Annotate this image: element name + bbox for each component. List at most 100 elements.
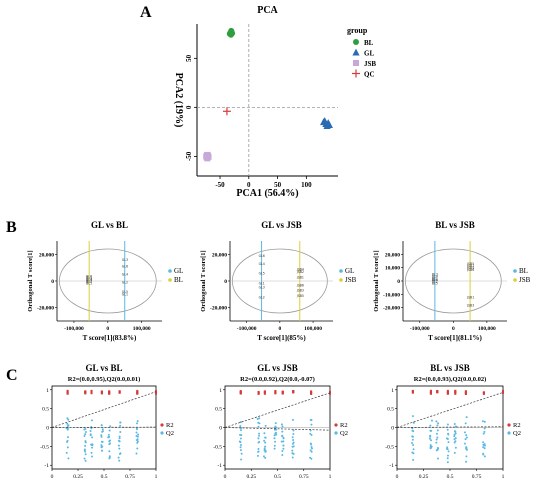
perm3-q2-point <box>464 422 467 425</box>
perm2-legend-label-r2: R2 <box>340 422 348 429</box>
pca-legend-marker-qc <box>352 69 360 78</box>
perm2-q2-point <box>239 433 242 436</box>
perm2-q2-point <box>274 422 277 425</box>
perm3-chart: BL vs JSB R2=(0.0,0.93),Q2(0.0,0.02) 0 0.25… <box>385 363 521 480</box>
perm2-q2-point <box>240 458 243 461</box>
perm2-r2-point <box>263 390 266 394</box>
perm2-q2-point <box>282 437 285 440</box>
panel-label-a: A <box>140 4 152 21</box>
perm2-q2-point <box>275 428 278 431</box>
opls2-sample-label: JSB2 <box>296 270 304 274</box>
perm3-legend-label-q2: Q2 <box>513 430 521 437</box>
opls1-sample-label: GL6 <box>122 265 128 269</box>
perm3-q2-point <box>411 429 414 432</box>
perm1-q2-point <box>136 420 139 423</box>
perm2-q2-point <box>240 452 243 455</box>
perm1-q2-point <box>108 450 111 453</box>
opls3-chart: BL vs JSB -100,000 0 100,000 -20,000 -10,000 0… <box>373 220 531 342</box>
perm3-q2-point <box>411 435 414 438</box>
perm3-q2-point <box>411 441 414 444</box>
opls1-sample-label: BL5 <box>86 276 92 280</box>
perm2-q2-point <box>240 427 243 430</box>
opls1-sample-label: BL6 <box>86 275 92 279</box>
perm1-q2-point <box>119 431 122 434</box>
perm2-q2-point <box>238 440 241 443</box>
perm3-legend-marker-r2 <box>507 423 511 427</box>
opls3-y-tick-label: -20,000 <box>383 306 400 312</box>
opls3-sample-label: JSB3 <box>466 303 474 307</box>
perm3-q2-point <box>481 420 484 423</box>
perm3-q2-point <box>429 446 432 449</box>
perm1-q2-point <box>118 447 121 450</box>
perm2-x-tick-label: 0.75 <box>299 474 309 480</box>
opls2-sample-label: JSB3 <box>296 289 304 293</box>
opls1-legend-marker-bl <box>168 278 172 282</box>
perm1-chart: GL vs BL R2=(0.0,0.95),Q2(0.0,0.01) 0 0.25 0… <box>40 363 174 480</box>
perm3-q2-point <box>412 421 415 424</box>
pca-point-jsb <box>204 151 211 158</box>
opls2-sample-label: JSB1 <box>296 275 304 279</box>
perm2-y-tick-label: 0.5 <box>215 407 222 413</box>
opls2-x-tick-label: 0 <box>278 326 281 332</box>
opls1-x-label: T score[1](83.8%) <box>83 334 137 342</box>
opls1-sample-label: GL5 <box>122 290 128 294</box>
perm3-q2-point <box>465 455 468 458</box>
perm3-q2-point <box>412 458 415 461</box>
perm1-q2-point <box>84 433 87 436</box>
opls3-y-tick-label: 10,000 <box>385 266 400 272</box>
perm3-q2-point <box>482 432 485 435</box>
perm3-q2-point <box>483 444 486 447</box>
pca-x-label: PCA1 (56.4%) <box>236 188 298 199</box>
pca-legend-marker-jsb <box>353 60 359 66</box>
perm1-q2-point <box>91 446 94 449</box>
pca-x-tick-label: 0 <box>247 181 251 189</box>
perm1-q2-point <box>107 435 110 438</box>
perm2-q2-point <box>263 432 266 435</box>
perm1-q2-point <box>66 417 69 420</box>
perm3-q2-point <box>447 441 450 444</box>
perm1-q2-point <box>90 451 93 454</box>
perm2-r2-point <box>239 390 242 394</box>
perm1-q2-point <box>109 425 112 428</box>
perm3-q2-point <box>435 420 438 423</box>
perm3-q2-point <box>447 450 450 453</box>
opls3-legend-marker-jsb <box>513 278 517 282</box>
perm2-y-tick-label: -0.5 <box>213 444 222 450</box>
perm1-q2-point <box>91 455 94 458</box>
pca-y-tick-label: 50 <box>185 54 193 62</box>
perm1-y-tick-label: 1 <box>46 388 49 394</box>
pca-x-tick-label: 100 <box>301 181 312 189</box>
perm2-q2-point <box>310 447 313 450</box>
perm2-q2-point <box>258 417 261 420</box>
perm3-q2-point <box>429 444 432 447</box>
perm3-q2-point <box>453 451 456 454</box>
opls1-title: GL vs BL <box>91 220 128 230</box>
perm3-q2-point <box>447 433 450 436</box>
perm3-x-tick-label: 0.25 <box>419 474 429 480</box>
perm3-q2-point <box>446 457 449 460</box>
pca-legend-label-jsb: JSB <box>364 60 376 68</box>
perm2-q2-point <box>239 446 242 449</box>
opls3-sample-label: BL5 <box>432 281 438 285</box>
perm1-q2-point <box>137 433 140 436</box>
perm3-legend-label-r2: R2 <box>513 422 521 429</box>
perm3-q2-point <box>454 425 457 428</box>
perm1-q2-point <box>119 421 122 424</box>
perm3-q2-point <box>483 455 486 458</box>
perm3-q2-point <box>446 461 449 464</box>
perm2-q2-point <box>258 422 261 425</box>
opls3-x-label: T score[1](81.1%) <box>428 334 482 342</box>
perm2-q2-point <box>258 432 261 435</box>
perm3-q2-point <box>411 438 414 441</box>
opls1-legend-label-bl: BL <box>174 276 183 284</box>
perm1-q2-point <box>84 459 87 462</box>
pca-legend-label-bl: BL <box>364 39 374 47</box>
perm2-q2-point <box>282 444 285 447</box>
perm1-q2-point <box>67 436 70 439</box>
perm1-q2-point <box>100 424 103 427</box>
perm2-x-tick-label: 1 <box>329 474 332 480</box>
perm2-x-tick-label: 0.25 <box>246 474 256 480</box>
opls2-sample-label: JSB4 <box>296 267 304 271</box>
opls3-sample-label: BL2 <box>432 279 438 283</box>
perm3-q2-point <box>454 432 457 435</box>
